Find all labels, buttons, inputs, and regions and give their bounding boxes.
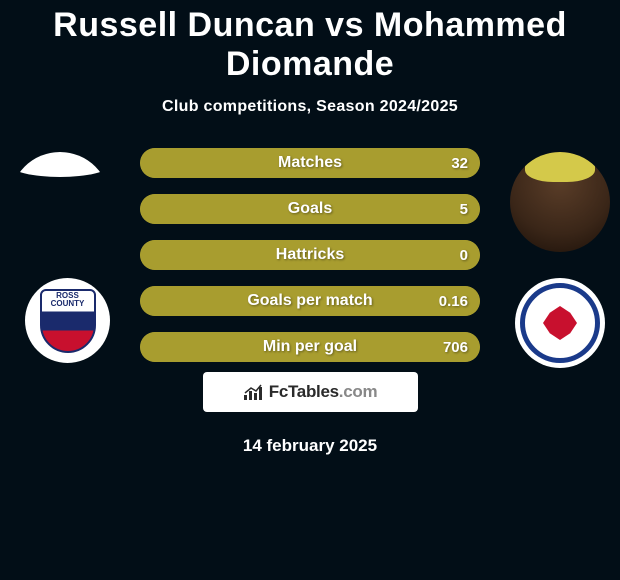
fctables-logo-bold: FcTables: [269, 382, 339, 401]
stat-row: Hattricks 0: [140, 240, 480, 270]
player-left-avatar: [10, 152, 110, 252]
stat-row: Min per goal 706: [140, 332, 480, 362]
stat-value-right: 0.16: [439, 293, 468, 310]
rangers-lion-icon: [543, 306, 577, 340]
player-right-club-badge: [515, 278, 605, 368]
stat-label: Hattricks: [276, 246, 344, 264]
player-right-avatar: [510, 152, 610, 252]
stat-row: Goals 5: [140, 194, 480, 224]
stat-value-right: 0: [460, 247, 468, 264]
stat-value-right: 706: [443, 339, 468, 356]
ross-county-shield-text: ROSS COUNTY: [42, 292, 94, 308]
rangers-ring-icon: [520, 283, 600, 363]
player-left-avatar-placeholder: [10, 152, 110, 177]
stat-value-right: 5: [460, 201, 468, 218]
fctables-logo-text: FcTables.com: [269, 382, 378, 402]
player-right-avatar-face: [510, 152, 610, 252]
stat-label: Matches: [278, 154, 342, 172]
comparison-title: Russell Duncan vs Mohammed Diomande: [0, 0, 620, 84]
stat-row: Matches 32: [140, 148, 480, 178]
player-left-club-badge: ROSS COUNTY: [25, 278, 110, 363]
fctables-logo-grey: .com: [339, 382, 377, 401]
stat-value-right: 32: [451, 155, 468, 172]
comparison-subtitle: Club competitions, Season 2024/2025: [0, 98, 620, 116]
stat-label: Min per goal: [263, 338, 357, 356]
fctables-logo: FcTables.com: [203, 372, 418, 412]
stat-row: Goals per match 0.16: [140, 286, 480, 316]
stats-container: Matches 32 Goals 5 Hattricks 0 Goals per match…: [140, 148, 480, 362]
comparison-main: ROSS COUNTY Matches 32 Goals 5 Hattricks 0 Goa…: [0, 148, 620, 478]
player-right-avatar-hair: [525, 152, 595, 182]
footer-date: 14 february 2025: [0, 436, 620, 456]
bar-chart-icon: [243, 383, 265, 401]
ross-county-shield-icon: ROSS COUNTY: [40, 289, 96, 353]
stat-label: Goals: [288, 200, 332, 218]
stat-label: Goals per match: [247, 292, 372, 310]
